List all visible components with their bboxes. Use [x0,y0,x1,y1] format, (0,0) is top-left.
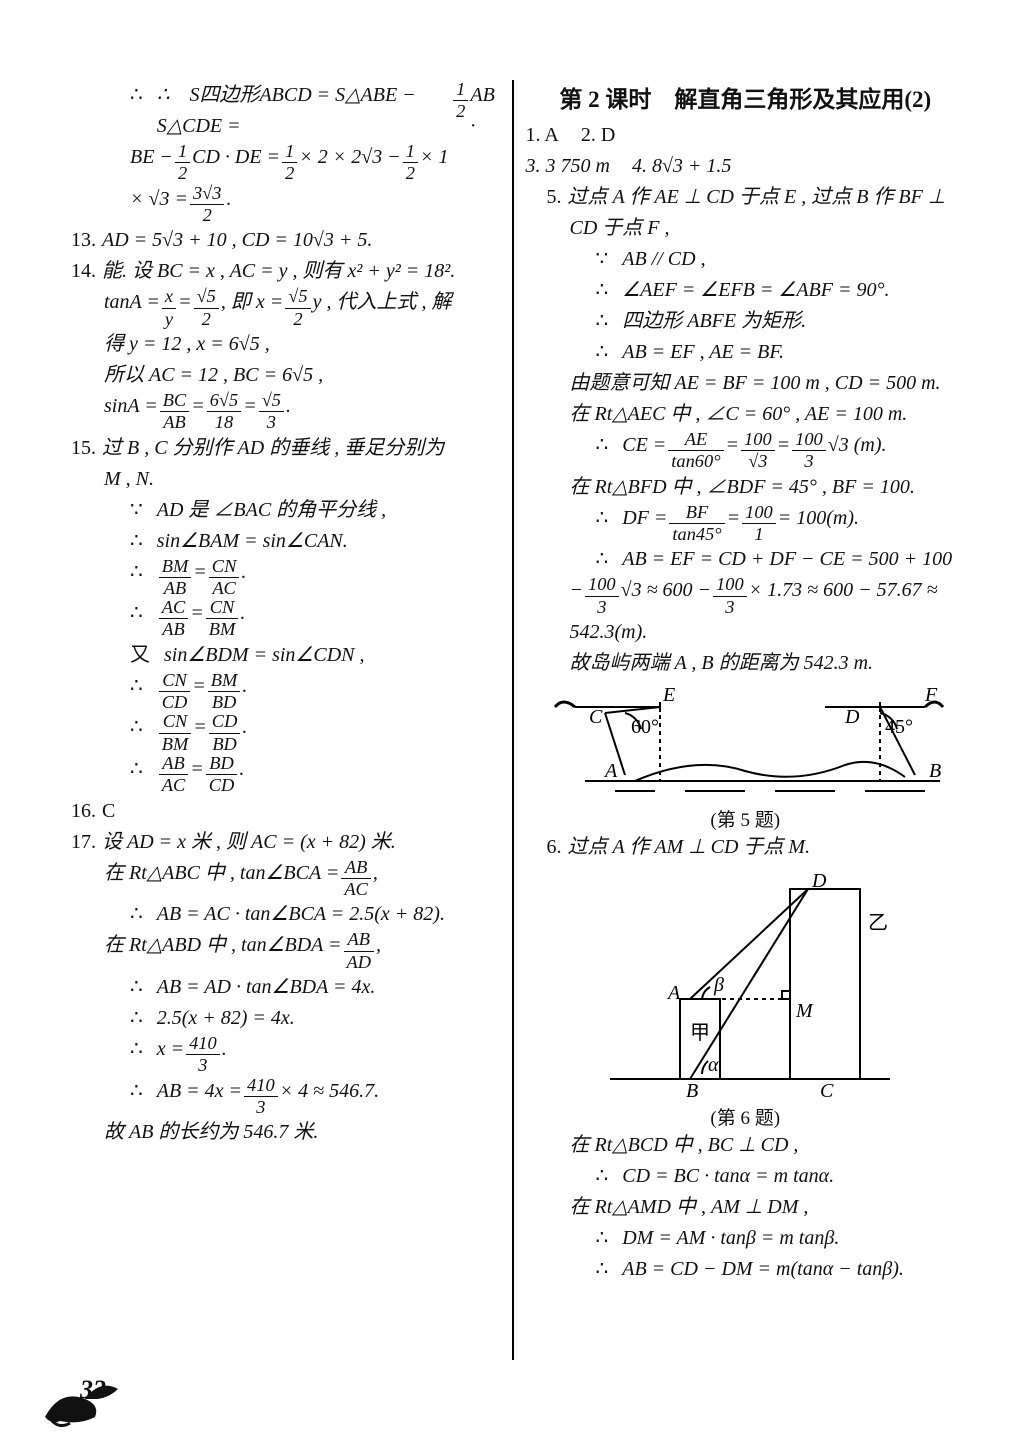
figure-6-caption: (第 6 题) [526,1103,966,1130]
svg-text:C: C [820,1080,834,1101]
p5j: ∴DF = BFtan45° = 1001 = 100(m). [526,503,966,545]
lesson-title: 第 2 课时 解直角三角形及其应用(2) [526,80,966,114]
p6f: ∴AB = CD − DM = m(tanα − tanβ). [526,1254,966,1285]
p5h: ∴CE = AEtan60° = 100√3 = 1003 √3 (m). [526,430,966,472]
p5g: 在 Rt△AEC 中 , ∠C = 60° , AE = 100 m. [526,399,966,430]
p12-line3: × √3 = 3√32 . [60,184,500,226]
p17f: ∴2.5(x + 82) = 4x. [60,1003,500,1034]
p5k: ∴AB = EF = CD + DF − CE = 500 + 100 [526,544,966,575]
p6c: ∴CD = BC · tanα = m tanα. [526,1161,966,1192]
p15g: ∴ CNCD = BMBD . [60,671,500,713]
p5e: ∴AB = EF , AE = BF. [526,337,966,368]
svg-text:甲: 甲 [690,1022,710,1044]
p5a: 5.过点 A 作 AE ⊥ CD 于点 E , 过点 B 作 BF ⊥ [526,182,966,213]
p6e: ∴DM = AM · tanβ = m tanβ. [526,1223,966,1254]
p5m: 542.3(m). [526,617,966,648]
p5b: ∵AB // CD , [526,244,966,275]
figure-5: E F C D A B 60° 45° [545,685,945,803]
text: AB · [470,80,499,142]
p15b: ∵AD 是 ∠BAC 的角平分线 , [60,495,500,526]
p15a: 15.过 B , C 分别作 AD 的垂线 , 垂足分别为 [60,433,500,464]
p5a2: CD 于点 F , [526,213,966,244]
answers-1-2: 1. A2. D [526,120,966,151]
p5d: ∴四边形 ABFE 为矩形. [526,306,966,337]
p16: 16.C [60,796,500,827]
svg-text:D: D [844,706,860,728]
svg-text:60°: 60° [631,716,659,738]
p14d: 所以 AC = 12 , BC = 6√5 , [60,360,500,391]
svg-text:M: M [795,1000,814,1022]
svg-text:α: α [708,1054,719,1076]
page-footer-icon: 32 [40,1369,130,1429]
page: ∴ ∴ S四边形ABCD = S△ABE − S△CDE = 12 AB · B… [60,80,965,1380]
p14e: sinA = BCAB = 6√518 = √53 . [60,391,500,433]
right-column: 第 2 课时 解直角三角形及其应用(2) 1. A2. D 3. 3 750 m… [516,80,966,1380]
svg-text:β: β [713,974,724,996]
column-divider [512,80,514,1360]
p15d: ∴ BMAB = CNAC . [60,557,500,599]
p12-line2: BE − 12 CD · DE = 12 × 2 × 2√3 − 12 × 1 [60,142,500,184]
p6a: 6.过点 A 作 AM ⊥ CD 于点 M. [526,832,966,863]
p15h: ∴ CNBM = CDBD . [60,712,500,754]
p5n: 故岛屿两端 A , B 的距离为 542.3 m. [526,648,966,679]
svg-text:A: A [666,982,681,1004]
p14b: tanA = xy = √52 , 即 x = √52 y , 代入上式 , 解 [60,287,500,329]
figure-6: D 乙 A β M 甲 α B C [590,869,900,1101]
p17b: 在 Rt△ABC 中 , tan∠BCA = ABAC , [60,858,500,900]
svg-text:C: C [589,706,603,728]
p14a: 14.能. 设 BC = x , AC = y , 则有 x² + y² = 1… [60,256,500,287]
p17d: 在 Rt△ABD 中 , tan∠BDA = ABAD , [60,930,500,972]
svg-text:乙: 乙 [868,912,888,934]
p14c: 得 y = 12 , x = 6√5 , [60,329,500,360]
svg-text:B: B [929,760,941,782]
p15e: ∴ ACAB = CNBM . [60,598,500,640]
text: ∴ S四边形ABCD = S△ABE − S△CDE = [157,80,451,142]
p17a: 17.设 AD = x 米 , 则 AC = (x + 82) 米. [60,827,500,858]
p15f: 又sin∠BDM = sin∠CDN , [60,640,500,671]
svg-text:A: A [603,760,618,782]
p6b: 在 Rt△BCD 中 , BC ⊥ CD , [526,1130,966,1161]
p5c: ∴∠AEF = ∠EFB = ∠ABF = 90°. [526,275,966,306]
svg-text:45°: 45° [885,716,913,738]
svg-text:F: F [924,685,938,706]
p12-line1: ∴ ∴ S四边形ABCD = S△ABE − S△CDE = 12 AB · [60,80,500,142]
answers-3-4: 3. 3 750 m4. 8√3 + 1.5 [526,151,966,182]
svg-text:E: E [662,685,675,706]
p5l: − 1003 √3 ≈ 600 − 1003 × 1.73 ≈ 600 − 57… [526,575,966,617]
p17g: ∴x = 4103 . [60,1034,500,1076]
p5f: 由题意可知 AE = BF = 100 m , CD = 500 m. [526,368,966,399]
p5i: 在 Rt△BFD 中 , ∠BDF = 45° , BF = 100. [526,472,966,503]
p6d: 在 Rt△AMD 中 , AM ⊥ DM , [526,1192,966,1223]
left-column: ∴ ∴ S四边形ABCD = S△ABE − S△CDE = 12 AB · B… [60,80,510,1380]
p17h: ∴AB = 4x = 4103 × 4 ≈ 546.7. [60,1076,500,1118]
p15i: ∴ ABAC = BDCD . [60,754,500,796]
figure-5-caption: (第 5 题) [526,805,966,832]
p17i: 故 AB 的长约为 546.7 米. [60,1117,500,1148]
p15c: ∴sin∠BAM = sin∠CAN. [60,526,500,557]
page-number: 32 [80,1375,106,1405]
p17e: ∴AB = AD · tan∠BDA = 4x. [60,972,500,1003]
p15a2: M , N. [60,464,500,495]
p17c: ∴AB = AC · tan∠BCA = 2.5(x + 82). [60,899,500,930]
svg-text:B: B [686,1080,698,1101]
p13: 13.AD = 5√3 + 10 , CD = 10√3 + 5. [60,225,500,256]
svg-text:D: D [811,870,827,892]
